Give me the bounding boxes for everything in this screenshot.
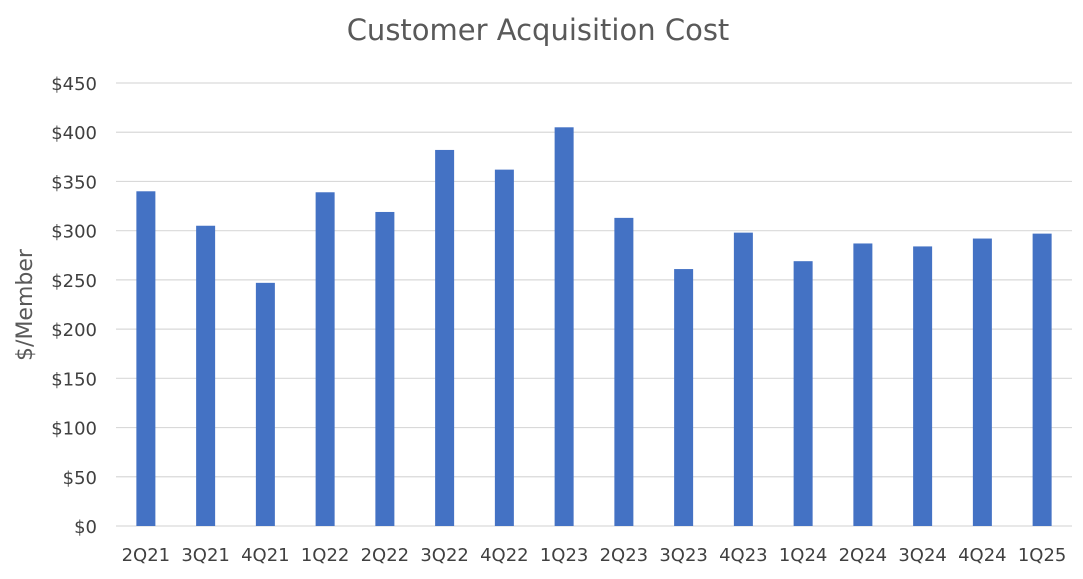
x-tick-label: 4Q23 [719,545,768,566]
x-tick-label: 3Q24 [898,545,947,566]
bar [196,225,216,526]
x-tick-label: 4Q24 [958,545,1007,566]
bar [614,217,634,526]
bar [136,191,156,527]
x-tick-label: 4Q22 [480,545,529,566]
y-tick-label: $50 [63,468,97,489]
x-tick-label: 2Q21 [122,545,171,566]
x-tick-label: 2Q23 [600,545,649,566]
y-tick-label: $200 [51,320,97,341]
x-tick-label: 2Q24 [839,545,888,566]
x-axis-ticks: 2Q21 3Q21 4Q21 1Q22 2Q22 3Q22 4Q22 1Q23 2Q23 3Q23… [122,545,1067,566]
bar [972,238,992,526]
bar [494,169,514,526]
y-tick-label: $150 [51,369,97,390]
y-tick-label: $300 [51,222,97,243]
x-tick-label: 1Q23 [540,545,589,566]
bar [733,232,753,526]
x-tick-label: 3Q23 [659,545,708,566]
x-tick-label: 3Q21 [181,545,230,566]
bar [375,211,395,526]
y-tick-label: $0 [74,517,97,538]
bar [674,269,694,526]
bar [435,149,455,527]
y-tick-label: $450 [51,74,97,95]
x-tick-label: 1Q24 [779,545,828,566]
x-tick-label: 2Q22 [361,545,410,566]
bar [1032,233,1052,526]
x-tick-label: 4Q21 [241,545,290,566]
chart-title: Customer Acquisition Cost [347,13,730,47]
x-tick-label: 1Q25 [1018,545,1067,566]
x-tick-label: 1Q22 [301,545,350,566]
y-tick-label: $350 [51,172,97,193]
y-tick-label: $400 [51,123,97,144]
y-axis-label: $/Member [13,248,38,361]
bar [554,127,574,527]
y-tick-label: $100 [51,419,97,440]
bar [913,246,933,526]
y-tick-label: $250 [51,271,97,292]
y-axis-ticks: $0 $50 $100 $150 $200 $250 $300 $350 $400 $450 [51,74,97,538]
bars [136,127,1052,527]
gridlines [116,82,1072,527]
bar [255,282,275,526]
bar [793,261,813,526]
bar [315,192,335,527]
bar [853,243,873,526]
x-tick-label: 3Q22 [420,545,469,566]
